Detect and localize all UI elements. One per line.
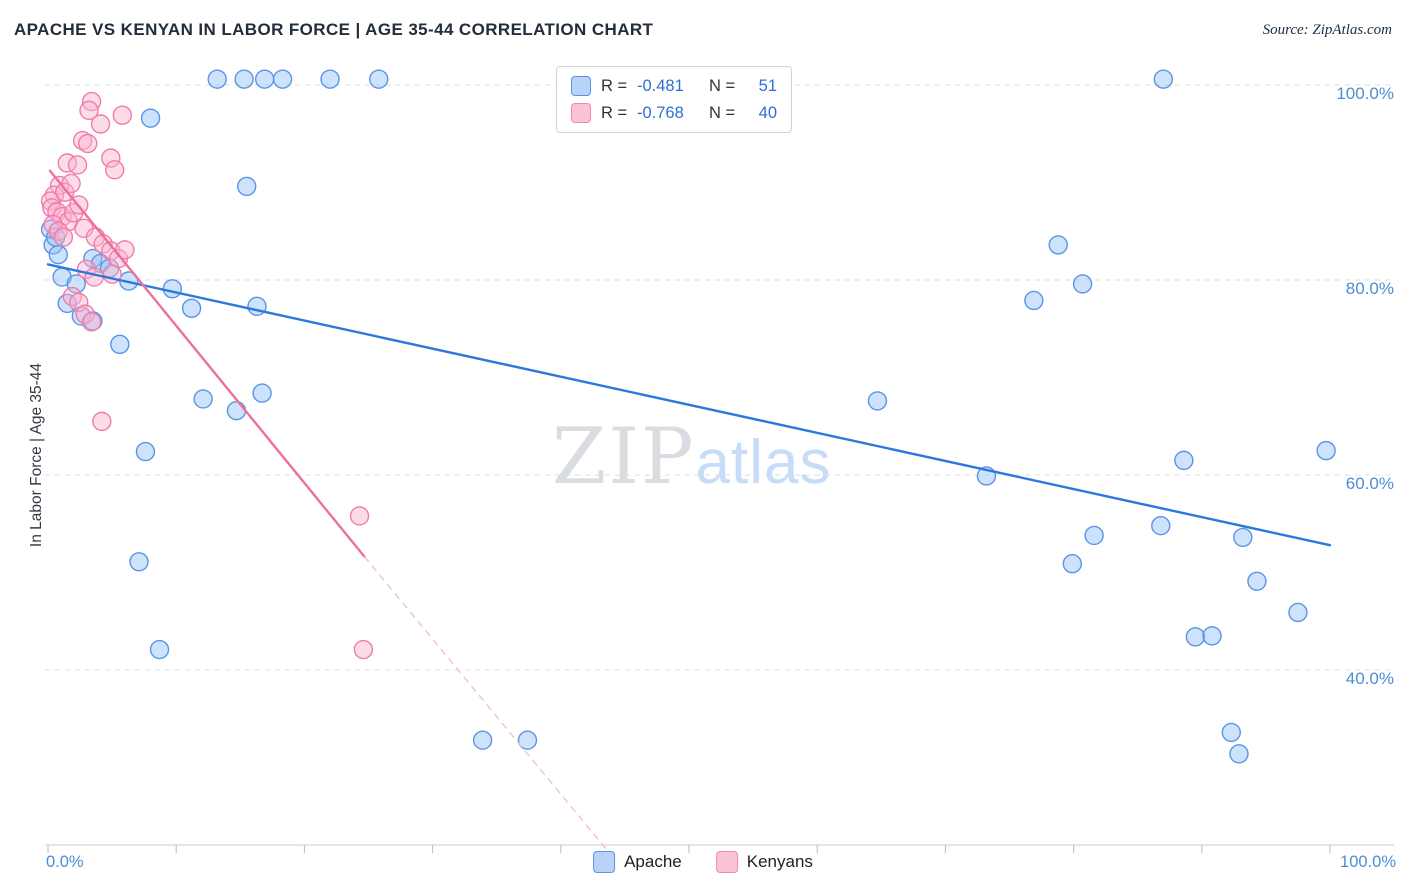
apache-point	[1062, 554, 1083, 574]
apache-point	[1024, 290, 1044, 311]
apache-point	[252, 383, 272, 403]
apache-point	[1221, 722, 1241, 743]
kenyans-legend-swatch-icon	[715, 851, 738, 873]
apache-legend-swatch-icon	[593, 851, 616, 873]
kenyans-n-label: N =	[709, 103, 736, 122]
legend-item-kenyans: Kenyans	[715, 851, 813, 873]
kenyan-point	[349, 506, 370, 526]
apache-point	[272, 69, 293, 89]
kenyan-point	[67, 155, 88, 175]
kenyans-legend-label: Kenyans	[746, 852, 813, 871]
kenyan-point	[78, 133, 98, 154]
apache-swatch-icon	[571, 76, 591, 96]
legend-row-apache: R = -0.481 N = 51	[571, 76, 777, 96]
kenyan-point	[53, 227, 74, 247]
apache-point	[1185, 627, 1206, 647]
apache-point	[1202, 626, 1222, 646]
apache-point	[48, 244, 68, 265]
apache-point	[1288, 602, 1308, 623]
kenyan-point	[81, 312, 102, 332]
x-axis-max-label: 100.0%	[1340, 853, 1396, 871]
apache-point	[867, 391, 888, 411]
apache-point	[1153, 69, 1174, 89]
apache-point	[234, 69, 254, 89]
kenyan-point	[92, 411, 112, 432]
watermark-zip: ZIP	[552, 412, 696, 502]
apache-point	[181, 298, 202, 318]
x-axis-min-label: 0.0%	[46, 853, 84, 871]
kenyan-point	[61, 173, 81, 194]
kenyans-n-value: 40	[758, 103, 777, 122]
apache-r-value: -0.481	[637, 76, 684, 95]
kenyan-point	[90, 114, 111, 134]
apache-point	[110, 334, 130, 355]
y-tick-label-60: 60.0%	[1345, 474, 1394, 493]
apache-legend-label: Apache	[624, 852, 682, 871]
y-tick-label-100: 100.0%	[1336, 84, 1394, 103]
apache-point	[66, 274, 86, 294]
apache-point	[1151, 516, 1171, 536]
apache-point	[1247, 571, 1267, 591]
apache-trend-line	[46, 263, 1332, 547]
apache-n-label: N =	[709, 76, 736, 95]
zipatlas-watermark: ZIP atlas	[552, 412, 831, 502]
source-credit: Source: ZipAtlas.com	[1262, 22, 1392, 38]
y-tick-label-80: 80.0%	[1345, 279, 1394, 298]
page-title: APACHE VS KENYAN IN LABOR FORCE | AGE 35…	[14, 20, 654, 39]
kenyan-point	[115, 240, 135, 260]
apache-point	[369, 69, 389, 89]
apache-point	[1316, 440, 1336, 461]
apache-point	[207, 69, 227, 89]
apache-point	[254, 69, 275, 89]
apache-point	[1233, 527, 1253, 548]
apache-point	[140, 108, 161, 128]
kenyan-point	[79, 100, 99, 121]
apache-point	[1048, 235, 1068, 255]
apache-point	[135, 441, 156, 462]
apache-point	[226, 400, 247, 421]
kenyan-point	[75, 304, 95, 324]
apache-n-value: 51	[758, 76, 777, 95]
kenyan-point	[72, 130, 93, 151]
correlation-legend: R = -0.481 N = 51 R = -0.768 N = 40	[556, 66, 792, 133]
kenyan-point	[104, 160, 125, 180]
apache-point	[237, 176, 257, 197]
kenyans-r-value: -0.768	[637, 103, 684, 122]
kenyan-extrapolated-trend-line	[364, 556, 607, 850]
apache-point	[472, 730, 493, 750]
apache-point	[517, 730, 538, 750]
kenyan-point	[40, 191, 61, 211]
apache-point	[162, 279, 183, 299]
series-legend: Apache Kenyans	[593, 851, 813, 873]
apache-point	[149, 639, 170, 660]
apache-point	[193, 389, 213, 409]
legend-item-apache: Apache	[593, 851, 682, 873]
kenyans-r-label: R =	[601, 103, 628, 122]
kenyan-trend-line	[48, 169, 366, 559]
kenyan-point	[101, 148, 121, 168]
kenyans-swatch-icon	[571, 103, 591, 123]
kenyan-point	[112, 105, 133, 125]
watermark-atlas: atlas	[695, 428, 832, 497]
kenyan-point	[353, 639, 374, 660]
kenyan-point	[69, 292, 89, 313]
apache-point	[320, 69, 340, 89]
apache-point	[1229, 744, 1249, 764]
legend-row-kenyans: R = -0.768 N = 40	[571, 103, 777, 123]
y-tick-label-40: 40.0%	[1345, 669, 1394, 688]
apache-point	[129, 552, 149, 572]
apache-point	[1084, 525, 1104, 546]
kenyan-point	[101, 241, 121, 261]
apache-point	[1072, 274, 1093, 294]
kenyan-point	[48, 221, 68, 241]
apache-point	[83, 311, 103, 331]
apache-r-label: R =	[601, 76, 628, 95]
apache-point	[1174, 450, 1194, 471]
